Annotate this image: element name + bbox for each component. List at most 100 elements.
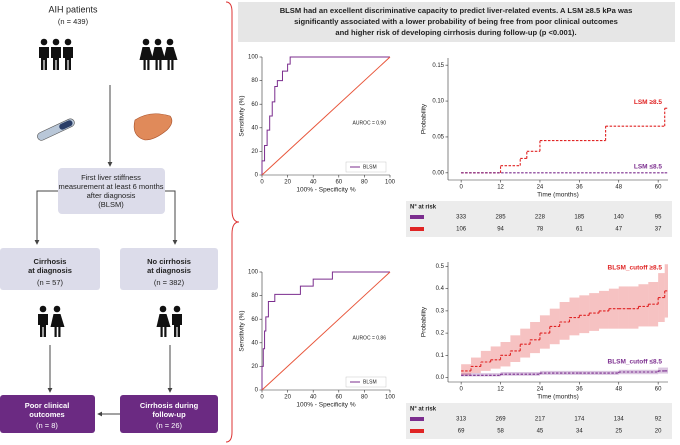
x-tick-label: 36 [576,387,583,393]
fibroscan-icon [37,118,75,141]
y-tick-label: 0.05 [432,135,444,141]
header-text: BLSM had an excellent discriminative cap… [280,6,633,15]
y-tick-label: 40 [251,125,258,131]
roc-curve [261,56,390,175]
y-tick-label: 60 [251,317,258,323]
risk-count: 140 [614,215,625,221]
y-axis-label: Probability [421,306,428,337]
annotation: AUROC = 0.86 [353,335,387,341]
flow-box-text: First liver stiffness [81,173,141,182]
x-axis-label: 100% - Specificity % [296,402,355,409]
x-tick-label: 0 [459,387,463,393]
y-axis-label: Sensitivity (%) [239,310,246,351]
ci-band [579,295,590,334]
risk-count: 174 [574,417,585,423]
flow-box [120,248,218,290]
outcome-text: follow-up [152,410,186,419]
x-tick-label: 0 [459,185,463,191]
roc-curve [261,271,391,391]
ci-band [539,315,550,349]
men-icons [39,38,73,70]
ci-band [559,302,570,340]
flow-n: (n = 439) [58,17,89,26]
ci-band [539,370,580,375]
ci-band [618,369,659,375]
ci-band [500,372,540,376]
y-tick-label: 60 [251,102,258,108]
y-axis-label: Probability [421,103,428,134]
risk-count: 78 [537,227,544,233]
ci-band [470,357,481,374]
x-axis-label: Time (months) [537,192,579,199]
x-tick-label: 40 [310,180,317,186]
ci-band [500,342,511,367]
risk-count: 313 [456,417,467,423]
risk-count: 333 [456,215,467,221]
x-tick-label: 60 [335,395,342,401]
x-tick-label: 60 [335,180,342,186]
women-icons [139,38,178,70]
y-tick-label: 0.10 [432,99,444,105]
y-tick-label: 0.00 [432,170,444,176]
x-tick-label: 60 [655,387,662,393]
y-tick-label: 40 [251,340,258,346]
liver-icon [133,113,173,141]
risk-count: 92 [655,417,662,423]
x-tick-label: 80 [361,395,368,401]
legend-box [345,376,387,388]
risk-count: 69 [458,429,465,435]
flow-box-text: No cirrhosis [147,257,191,266]
y-tick-label: 0.1 [436,353,445,359]
outcome-text: Cirrhosis during [140,401,199,410]
y-tick-label: 20 [251,149,258,155]
header-text: and higher risk of developing cirrhosis … [335,28,576,37]
risk-count: 34 [576,429,583,435]
flow-box-text: at diagnosis [147,266,191,275]
legend-box [345,161,387,173]
risk-swatch [410,227,424,231]
flow-box-text: (n = 382) [154,278,185,287]
risk-swatch [410,429,424,433]
risk-count: 20 [655,429,662,435]
flow-box-text: at diagnosis [28,266,72,275]
y-tick-label: 0.0 [436,375,445,381]
legend-label: BLSM [363,379,377,385]
x-tick-label: 80 [361,180,368,186]
risk-count: 106 [456,227,467,233]
ci-band [628,286,639,329]
outcome-text: (n = 26) [156,421,183,430]
ci-band [589,293,600,331]
y-tick-label: 100 [248,55,259,61]
x-tick-label: 100 [385,395,396,401]
y-tick-label: 80 [251,293,258,299]
header-text: significantly associated with a lower pr… [294,17,618,26]
y-tick-label: 0.4 [436,286,445,292]
risk-table-bg [406,403,672,439]
flow-box-text: Cirrhosis [34,257,67,266]
risk-count: 228 [535,215,546,221]
y-tick-label: 80 [251,78,258,84]
risk-count: 61 [576,227,583,233]
people-icons [38,305,182,337]
y-tick-label: 100 [248,270,259,276]
ci-band [461,373,501,377]
series-label: BLSM_cutoff ≥8.5 [608,265,663,272]
ci-band [480,350,491,371]
x-axis-label: Time (months) [537,394,579,401]
x-tick-label: 12 [497,185,504,191]
x-tick-label: 36 [576,185,583,191]
outcome-text: (n = 8) [36,421,58,430]
risk-table-title: N° at risk [410,407,437,413]
ci-band [658,367,665,374]
ci-band [569,297,580,336]
x-tick-label: 40 [310,395,317,401]
risk-table-bg [406,201,672,237]
ci-band [638,284,649,327]
x-axis-label: 100% - Specificity % [296,187,355,194]
risk-count: 25 [615,429,622,435]
risk-count: 134 [614,417,625,423]
y-tick-label: 0 [255,388,259,394]
ci-band [461,364,471,376]
risk-count: 94 [497,227,504,233]
risk-count: 269 [496,417,507,423]
